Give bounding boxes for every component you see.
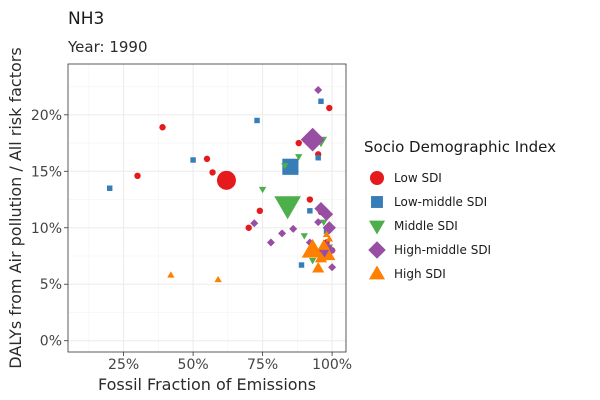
legend: Socio Demographic Index Low SDI Low-middl… <box>364 138 556 281</box>
legend-label: Low-middle SDI <box>394 195 487 209</box>
data-point <box>315 155 321 161</box>
data-point <box>322 230 331 238</box>
data-point <box>167 271 175 278</box>
legend-key-triangle-down <box>368 220 386 235</box>
data-point <box>326 104 333 112</box>
chart-title: NH3 <box>68 9 104 29</box>
legend-key-square <box>371 196 383 208</box>
data-point <box>301 238 324 258</box>
y-tick-label: 10% <box>31 221 62 237</box>
legend-key-circle <box>370 171 384 185</box>
data-point <box>254 117 260 124</box>
grid <box>68 64 346 352</box>
data-point <box>278 229 287 238</box>
x-tick-label: 100% <box>312 357 352 373</box>
y-tick-label: 5% <box>40 277 62 293</box>
data-point <box>274 196 301 220</box>
series-high-sdi <box>167 230 336 283</box>
x-axis-label: Fossil Fraction of Emissions <box>98 375 316 394</box>
data-point <box>322 221 336 235</box>
data-point <box>320 219 328 226</box>
data-point <box>308 258 317 265</box>
series-low-sdi <box>134 104 336 254</box>
data-point <box>216 170 236 190</box>
data-point <box>295 139 302 147</box>
legend-label: Low SDI <box>394 171 442 185</box>
y-tick-label: 20% <box>31 108 62 124</box>
data-point <box>134 172 141 180</box>
x-tick-label: 25% <box>108 357 139 373</box>
legend-title: Socio Demographic Index <box>364 138 556 156</box>
data-point <box>306 196 314 203</box>
data-point <box>307 208 313 214</box>
legend-label: Middle SDI <box>394 219 458 233</box>
x-tick-label: 75% <box>247 357 278 373</box>
data-point <box>256 207 264 215</box>
data-point <box>314 85 323 94</box>
data-point <box>250 219 259 228</box>
chart-subtitle: Year: 1990 <box>67 38 148 56</box>
data-point <box>245 224 252 231</box>
data-point <box>266 238 275 247</box>
axis-ticks: 25% 50% 75% 100% 0% 5% 10% 15% 20% <box>31 108 352 373</box>
data-points <box>106 85 337 283</box>
data-point <box>317 239 330 250</box>
series-high-middle-sdi <box>250 85 337 272</box>
data-point <box>214 275 222 283</box>
data-point <box>258 186 267 194</box>
data-point <box>314 218 323 227</box>
plot-panel <box>67 63 347 353</box>
data-point <box>106 185 113 191</box>
data-point <box>319 207 334 221</box>
data-point <box>295 154 303 161</box>
data-point <box>325 235 333 242</box>
y-axis-label: DALYs from Air pollution / All risk fact… <box>6 47 25 368</box>
x-tick-label: 50% <box>178 357 209 373</box>
data-point <box>323 249 336 261</box>
data-point <box>300 233 308 240</box>
legend-label: High-middle SDI <box>394 243 491 257</box>
data-point <box>300 127 325 152</box>
data-point <box>298 262 305 268</box>
data-point <box>281 163 289 170</box>
legend-key-triangle-up <box>368 265 386 280</box>
y-tick-label: 0% <box>40 334 62 350</box>
data-point <box>159 124 166 131</box>
y-tick-label: 15% <box>31 164 62 180</box>
data-point <box>203 155 211 163</box>
data-point <box>312 262 325 273</box>
data-point <box>318 98 324 104</box>
legend-label: High SDI <box>394 267 446 281</box>
legend-key-diamond <box>368 241 386 259</box>
data-point <box>282 158 299 175</box>
data-point <box>328 263 337 272</box>
data-point <box>289 224 298 233</box>
data-point <box>190 157 196 163</box>
data-point <box>209 169 216 176</box>
